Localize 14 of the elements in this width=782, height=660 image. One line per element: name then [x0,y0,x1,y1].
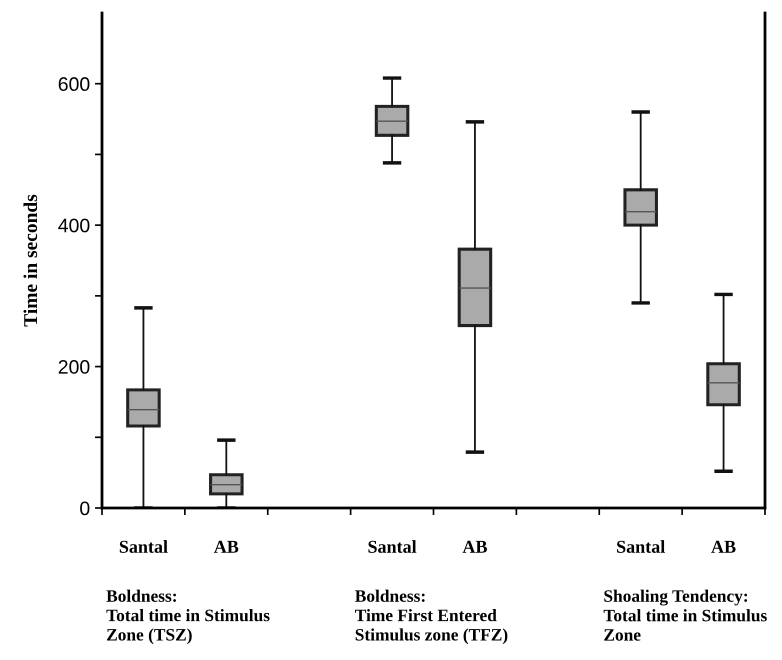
x-tick-label: Santal [617,540,665,553]
y-tick-label: 600 [58,77,90,91]
x-tick-label: AB [214,540,238,553]
text: Shoaling Tendency: Total time in Stimulus Zone [604,590,767,641]
x-tick-label: Santal [120,540,168,553]
x-tick-label: AB [462,540,487,553]
x-tick-label: AB [711,540,736,553]
text: Boldness: Total time in Stimulus Zone (TSZ) [106,590,270,644]
y-axis-title: Time in seconds [23,194,38,326]
y-tick-label: 200 [58,360,90,374]
text: Boldness: Time First Entered Stimulus zone (TFZ) [355,590,508,644]
y-tick-label: 0 [80,501,90,516]
y-tick-label: 400 [58,218,90,232]
x-tick-label: Santal [368,540,416,553]
